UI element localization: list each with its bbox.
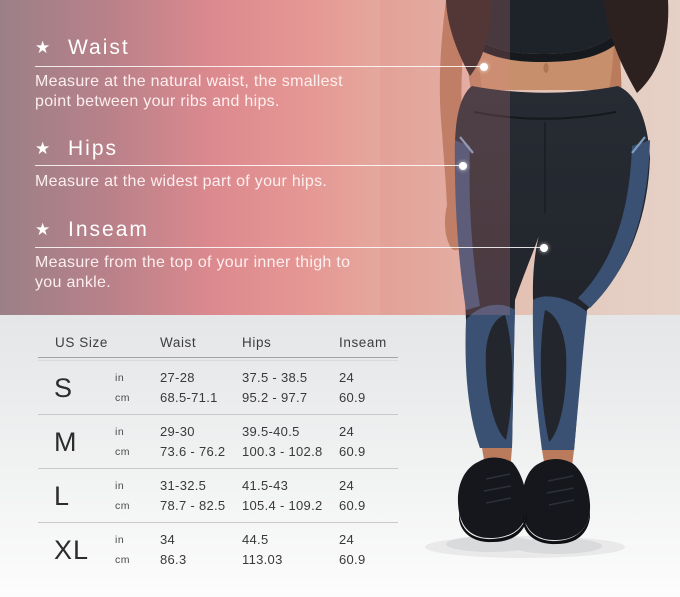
size-label: XL xyxy=(54,534,90,565)
pocket-zip-right xyxy=(631,136,646,154)
section-description: Measure at the natural waist, the smalle… xyxy=(35,73,343,110)
star-icon: ★ xyxy=(35,139,51,158)
waist-value: 29-30 xyxy=(160,424,195,439)
section-heading-inseam: ★ Inseam xyxy=(35,218,149,242)
section-title: Waist xyxy=(68,36,130,59)
hips-value: 37.5 - 38.5 xyxy=(242,370,308,385)
unit-label: in xyxy=(115,480,125,492)
navel xyxy=(543,63,549,73)
section-description: Measure from the top of your inner thigh… xyxy=(35,254,351,291)
unit-label: in xyxy=(115,534,125,546)
pocket-zip-left xyxy=(459,136,474,154)
waist-value: 31-32.5 xyxy=(160,478,207,493)
hips-value: 95.2 - 97.7 xyxy=(242,390,308,405)
table-row-l: L in 31-32.5 41.5-43 24 cm 78.7 - 82.5 1… xyxy=(38,469,398,523)
hips-value: 105.4 - 109.2 xyxy=(242,498,323,513)
size-label: L xyxy=(54,480,71,511)
floor-shadow xyxy=(425,536,625,558)
unit-label: cm xyxy=(115,500,130,512)
inseam-value: 24 xyxy=(339,370,355,385)
hips-marker-dot xyxy=(459,161,467,170)
column-header-hips: Hips xyxy=(242,335,272,350)
waist-value: 78.7 - 82.5 xyxy=(160,498,226,513)
hips-value: 113.03 xyxy=(242,552,283,567)
table-row-m: M in 29-30 39.5-40.5 24 cm 73.6 - 76.2 1… xyxy=(38,415,398,469)
unit-label: cm xyxy=(115,554,130,566)
waist-leader-line xyxy=(35,62,488,71)
star-icon: ★ xyxy=(35,220,51,239)
shoe-laces xyxy=(483,473,575,506)
row-inches: in 29-30 39.5-40.5 24 xyxy=(115,422,398,442)
inseam-value: 60.9 xyxy=(339,444,366,459)
inseam-value: 24 xyxy=(339,478,355,493)
waist-value: 34 xyxy=(160,532,176,547)
star-icon: ★ xyxy=(35,38,51,57)
row-inches: in 34 44.5 24 xyxy=(115,530,398,550)
waist-value: 86.3 xyxy=(160,552,187,567)
inseam-leader-line xyxy=(35,243,548,252)
section-heading-hips: ★ Hips xyxy=(35,137,118,161)
calf-panels xyxy=(485,310,567,442)
sports-bra xyxy=(461,0,622,62)
row-inches: in 27-28 37.5 - 38.5 24 xyxy=(115,368,398,388)
size-table: US Size Waist Hips Inseam S in 27-28 37.… xyxy=(38,332,398,576)
pink-overlay-tint xyxy=(380,0,510,315)
section-title: Inseam xyxy=(68,218,149,241)
waist-value: 68.5-71.1 xyxy=(160,390,218,405)
size-label: S xyxy=(54,372,74,403)
section-title: Hips xyxy=(68,137,119,160)
column-header-size: US Size xyxy=(55,335,108,350)
table-row-xl: XL in 34 44.5 24 cm 86.3 113.03 60.9 xyxy=(38,523,398,576)
unit-label: in xyxy=(115,426,125,438)
row-centimeters: cm 73.6 - 76.2 100.3 - 102.8 60.9 xyxy=(115,442,398,462)
header-divider xyxy=(38,357,398,361)
inseam-value: 24 xyxy=(339,532,355,547)
waist-value: 27-28 xyxy=(160,370,195,385)
column-header-waist: Waist xyxy=(160,335,197,350)
row-centimeters: cm 68.5-71.1 95.2 - 97.7 60.9 xyxy=(115,388,398,408)
hair xyxy=(446,0,669,93)
size-table-header: US Size Waist Hips Inseam xyxy=(38,332,398,354)
size-label: M xyxy=(54,426,78,457)
inseam-marker-dot xyxy=(540,243,548,252)
table-row-s: S in 27-28 37.5 - 38.5 24 cm 68.5-71.1 9… xyxy=(38,361,398,415)
inseam-value: 24 xyxy=(339,424,355,439)
row-centimeters: cm 86.3 113.03 60.9 xyxy=(115,550,398,570)
section-heading-waist: ★ Waist xyxy=(35,36,130,60)
unit-label: cm xyxy=(115,392,130,404)
hips-value: 100.3 - 102.8 xyxy=(242,444,323,459)
column-header-inseam: Inseam xyxy=(339,335,387,350)
hips-leader-line xyxy=(35,161,467,170)
hips-value: 41.5-43 xyxy=(242,478,289,493)
inseam-value: 60.9 xyxy=(339,498,366,513)
leggings xyxy=(454,86,650,450)
waist-value: 73.6 - 76.2 xyxy=(160,444,226,459)
section-description: Measure at the widest part of your hips. xyxy=(35,173,328,190)
row-centimeters: cm 78.7 - 82.5 105.4 - 109.2 60.9 xyxy=(115,496,398,516)
waist-marker-dot xyxy=(480,62,488,71)
sneakers xyxy=(457,457,591,545)
hips-value: 44.5 xyxy=(242,532,269,547)
unit-label: in xyxy=(115,372,125,384)
hips-value: 39.5-40.5 xyxy=(242,424,300,439)
unit-label: cm xyxy=(115,446,130,458)
inseam-value: 60.9 xyxy=(339,552,366,567)
row-inches: in 31-32.5 41.5-43 24 xyxy=(115,476,398,496)
inseam-value: 60.9 xyxy=(339,390,366,405)
